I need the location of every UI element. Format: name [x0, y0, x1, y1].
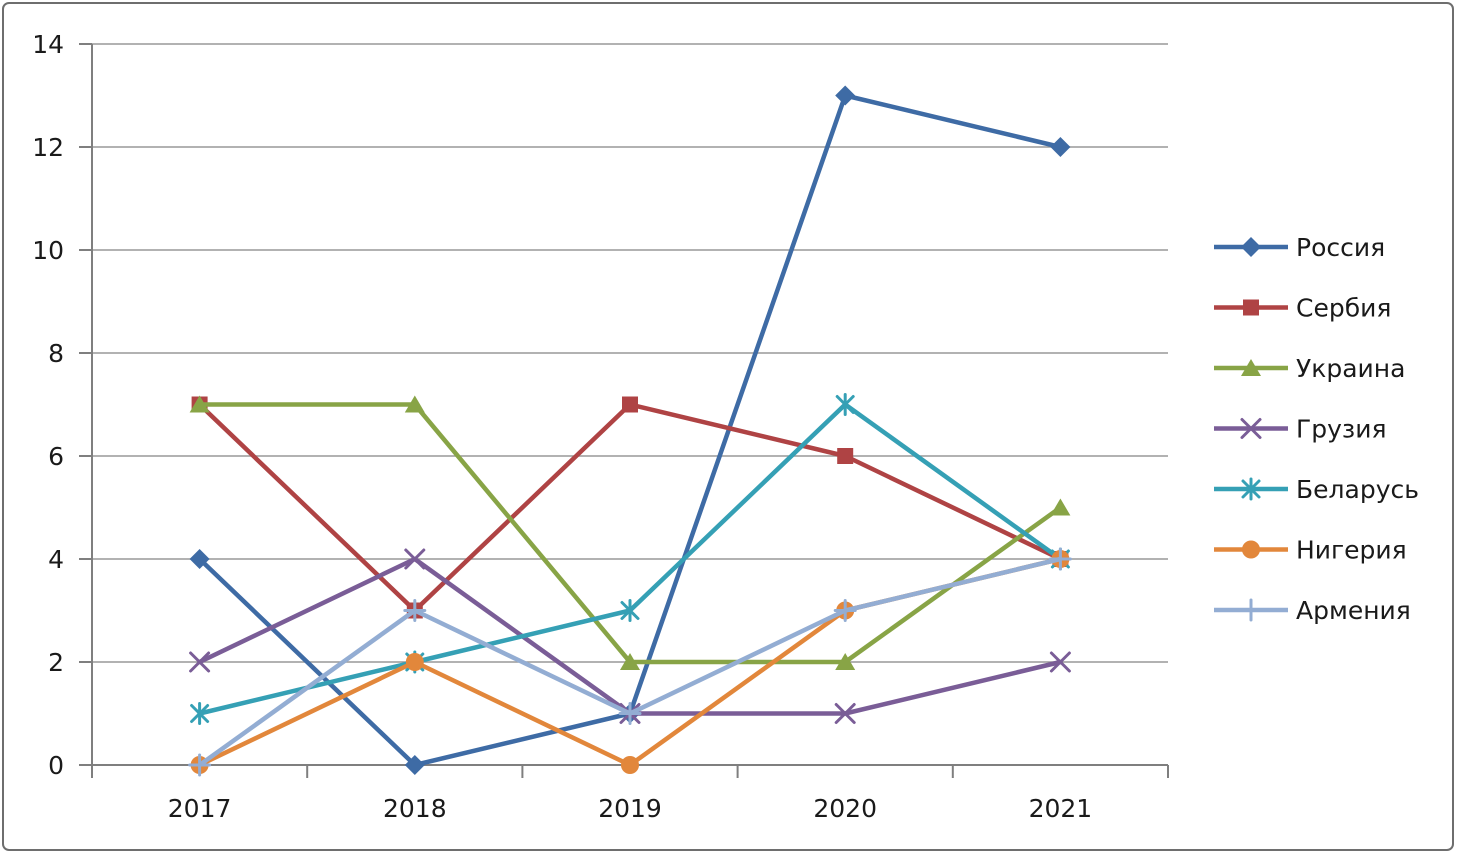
triangle-marker-icon: [620, 653, 640, 670]
circle-marker-icon: [621, 756, 639, 774]
square-marker-icon: [1243, 299, 1259, 316]
triangle-marker-icon: [189, 395, 210, 413]
diamond-marker-icon: [835, 85, 856, 106]
legend-label: Нигерия: [1296, 536, 1407, 565]
legend-item[interactable]: Грузия: [1214, 415, 1387, 444]
plus-marker-icon: [403, 599, 427, 622]
circle-marker-icon: [405, 653, 424, 671]
x-marker-icon: [1049, 651, 1071, 673]
x-tick-label: 2020: [813, 794, 877, 823]
series-line: [197, 402, 1063, 665]
line-chart: 0 2 4 6 8 10 12 14 2017 2018 2019 2020 2021 Россия Сер…: [32, 30, 1419, 823]
asterisk-marker-icon: [1241, 477, 1261, 501]
legend-item[interactable]: Сербия: [1214, 294, 1391, 323]
asterisk-marker-icon: [835, 393, 855, 416]
square-marker-icon: [622, 396, 638, 413]
series-line: [197, 556, 1063, 716]
legend-item[interactable]: Беларусь: [1214, 475, 1419, 504]
legend-item[interactable]: Армения: [1214, 596, 1411, 625]
legend-label: Россия: [1296, 233, 1385, 262]
x-tick-label: 2019: [598, 794, 662, 823]
series-line: [197, 402, 1063, 613]
legend-label: Сербия: [1296, 294, 1391, 323]
legend-label: Беларусь: [1296, 475, 1419, 504]
y-tick-label: 2: [48, 648, 64, 677]
diamond-marker-icon: [404, 755, 425, 775]
triangle-marker-icon: [404, 395, 425, 413]
plus-marker-icon: [1048, 547, 1072, 571]
x-tick-label: 2017: [168, 794, 232, 823]
triangle-marker-icon: [1050, 498, 1071, 516]
x-marker-icon: [1240, 418, 1262, 439]
diamond-marker-icon: [1050, 137, 1071, 157]
square-marker-icon: [837, 448, 854, 464]
y-tick-label: 0: [48, 751, 64, 780]
circle-marker-icon: [1242, 540, 1260, 559]
diamond-marker-icon: [1241, 237, 1261, 257]
plus-marker-icon: [188, 753, 212, 777]
legend-item[interactable]: Россия: [1214, 233, 1385, 262]
x-marker-icon: [404, 548, 426, 570]
y-tick-label: 8: [48, 339, 64, 368]
y-tick-label: 4: [48, 545, 64, 574]
x-marker-icon: [834, 703, 856, 724]
legend-item[interactable]: Украина: [1214, 354, 1405, 383]
plus-marker-icon: [1239, 598, 1263, 622]
diamond-marker-icon: [189, 549, 210, 569]
y-tick-label: 14: [32, 30, 64, 59]
y-tick-label: 6: [48, 442, 64, 471]
asterisk-marker-icon: [620, 599, 640, 622]
asterisk-marker-icon: [190, 702, 210, 725]
y-tick-label: 10: [32, 236, 64, 265]
y-tick-label: 12: [32, 133, 64, 162]
legend-label: Армения: [1296, 596, 1411, 625]
legend-label: Украина: [1296, 354, 1405, 383]
triangle-marker-icon: [1241, 359, 1261, 376]
triangle-marker-icon: [835, 653, 856, 670]
legend-item[interactable]: Нигерия: [1214, 536, 1407, 565]
x-tick-label: 2018: [383, 794, 447, 823]
plus-marker-icon: [618, 702, 642, 725]
legend-label: Грузия: [1296, 415, 1387, 444]
x-tick-label: 2021: [1029, 794, 1093, 823]
plus-marker-icon: [833, 599, 857, 622]
x-marker-icon: [189, 651, 211, 673]
